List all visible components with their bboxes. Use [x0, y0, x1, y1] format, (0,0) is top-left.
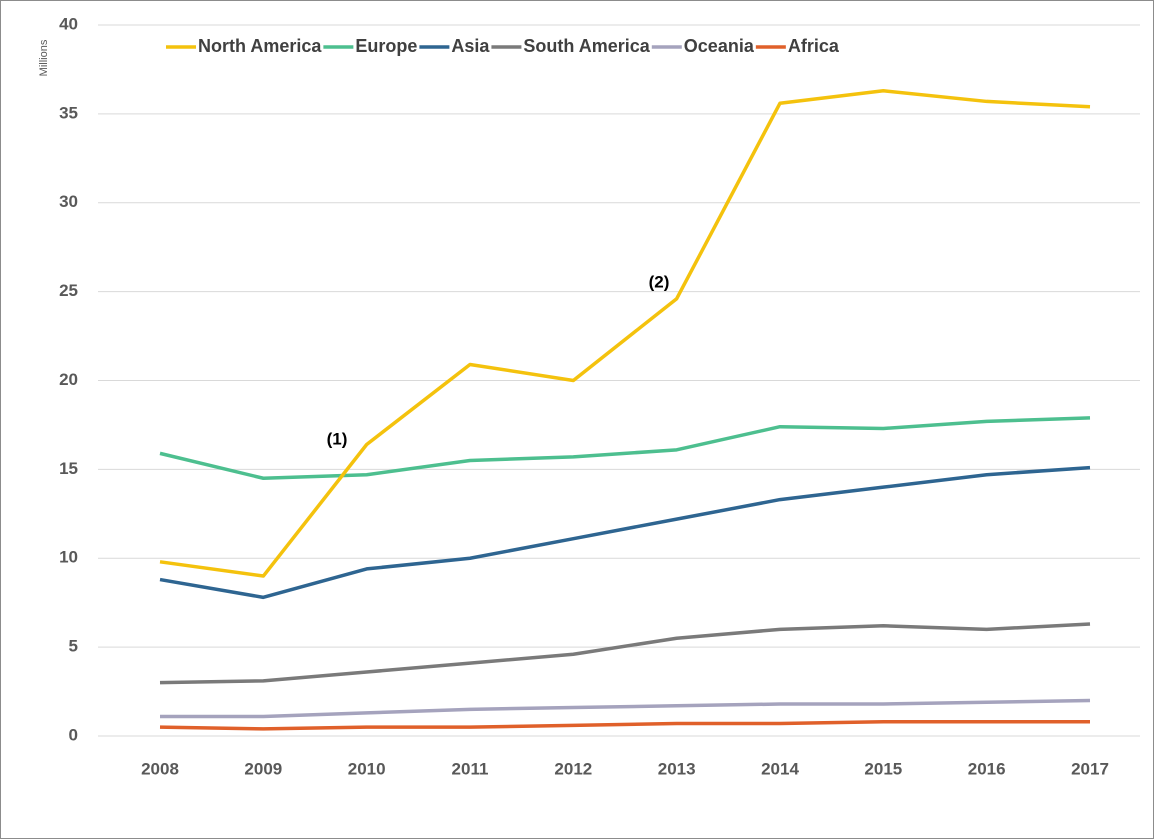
- x-tick-label: 2009: [244, 759, 282, 778]
- x-tick-label: 2014: [761, 759, 799, 778]
- series-line: [159, 720, 1090, 731]
- x-tick-label: 2011: [452, 759, 489, 778]
- x-tick-label: 2012: [554, 759, 592, 778]
- y-tick-label: 15: [59, 459, 78, 478]
- series-line: [159, 416, 1091, 481]
- y-tick-label: 25: [59, 281, 78, 300]
- annotation: (2): [649, 272, 670, 291]
- x-tick-label: 2016: [968, 759, 1006, 778]
- legend-label: Asia: [451, 36, 490, 56]
- legend-label: South America: [523, 36, 650, 56]
- legend-label: North America: [198, 36, 322, 56]
- series-line: [159, 89, 1091, 578]
- x-tick-label: 2010: [348, 759, 386, 778]
- y-tick-label: 10: [59, 548, 78, 567]
- y-tick-label: 5: [69, 637, 78, 656]
- y-tick-label: 30: [59, 192, 78, 211]
- y-axis-label: Millions: [38, 39, 50, 76]
- y-tick-label: 20: [59, 370, 78, 389]
- x-tick-label: 2015: [864, 759, 902, 778]
- y-tick-label: 40: [59, 14, 78, 33]
- y-tick-label: 35: [59, 103, 78, 122]
- x-tick-label: 2017: [1071, 759, 1109, 778]
- x-tick-label: 2013: [658, 759, 696, 778]
- legend-label: Europe: [355, 36, 417, 56]
- series-line: [159, 622, 1091, 685]
- legend-label: Africa: [788, 36, 840, 56]
- y-tick-label: 0: [69, 725, 78, 744]
- legend-label: Oceania: [684, 36, 755, 56]
- annotation: (1): [327, 429, 348, 448]
- series-line: [159, 465, 1091, 600]
- x-tick-label: 2008: [141, 759, 179, 778]
- series-line: [160, 698, 1091, 719]
